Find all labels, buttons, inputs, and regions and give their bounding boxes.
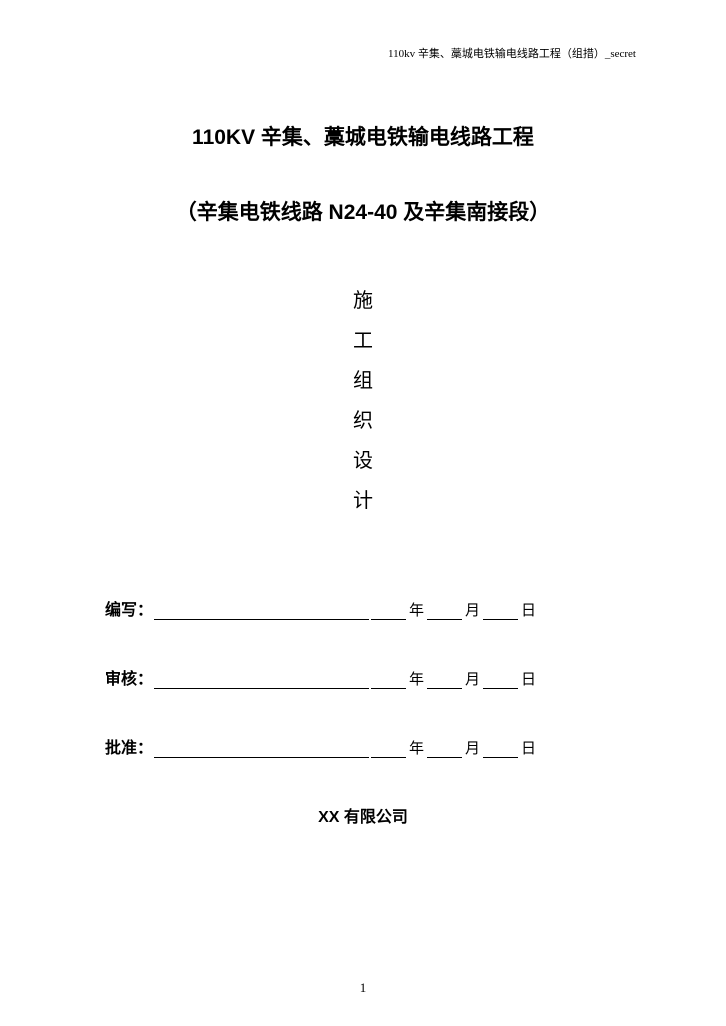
vertical-char: 组	[90, 361, 636, 401]
day-unit: 日	[521, 599, 536, 620]
vertical-title: 施 工 组 织 设 计	[90, 281, 636, 521]
title-main: 110KV 辛集、藁城电铁输电线路工程	[90, 121, 636, 151]
month-unit: 月	[465, 737, 480, 758]
approve-day-line	[483, 757, 518, 758]
write-label: 编写：	[105, 596, 153, 620]
year-unit: 年	[409, 737, 424, 758]
month-unit: 月	[465, 599, 480, 620]
header-right-text: 110kv 辛集、藁城电铁输电线路工程（组措）_secret	[90, 45, 636, 61]
approve-year-line	[371, 757, 406, 758]
signature-row-write: 编写： 年 月 日	[105, 596, 621, 620]
approve-name-line	[154, 757, 369, 758]
review-name-line	[154, 688, 369, 689]
approve-month-line	[427, 757, 462, 758]
document-page: 110kv 辛集、藁城电铁输电线路工程（组措）_secret 110KV 辛集、…	[0, 0, 726, 1026]
write-year-line	[371, 619, 406, 620]
year-unit: 年	[409, 599, 424, 620]
signature-row-approve: 批准： 年 月 日	[105, 734, 621, 758]
review-day-line	[483, 688, 518, 689]
review-month-line	[427, 688, 462, 689]
company-name: XX 有限公司	[90, 803, 636, 827]
vertical-char: 计	[90, 481, 636, 521]
vertical-char: 施	[90, 281, 636, 321]
title-sub: （辛集电铁线路 N24-40 及辛集南接段）	[90, 196, 636, 226]
write-day-line	[483, 619, 518, 620]
vertical-char: 工	[90, 321, 636, 361]
review-year-line	[371, 688, 406, 689]
day-unit: 日	[521, 668, 536, 689]
review-label: 审核：	[105, 665, 153, 689]
signature-section: 编写： 年 月 日 审核： 年 月 日 批准： 年 月	[90, 596, 636, 758]
month-unit: 月	[465, 668, 480, 689]
page-number: 1	[0, 980, 726, 996]
year-unit: 年	[409, 668, 424, 689]
vertical-char: 设	[90, 441, 636, 481]
approve-label: 批准：	[105, 734, 153, 758]
vertical-char: 织	[90, 401, 636, 441]
write-name-line	[154, 619, 369, 620]
signature-row-review: 审核： 年 月 日	[105, 665, 621, 689]
day-unit: 日	[521, 737, 536, 758]
write-month-line	[427, 619, 462, 620]
